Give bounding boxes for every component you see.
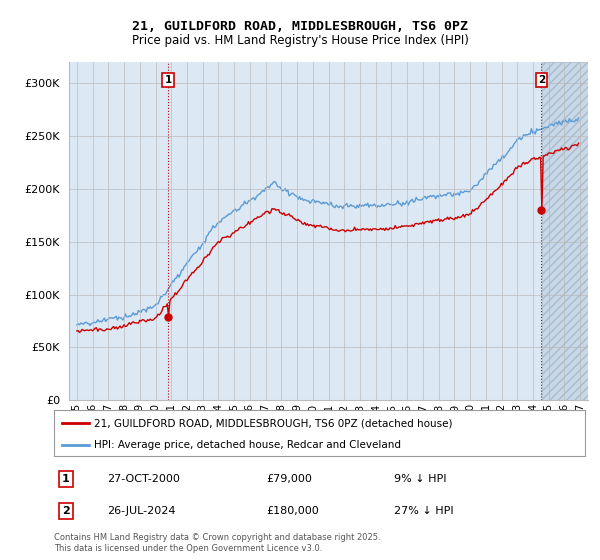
Text: 2: 2 (538, 75, 545, 85)
Text: £180,000: £180,000 (266, 506, 319, 516)
Text: 21, GUILDFORD ROAD, MIDDLESBROUGH, TS6 0PZ: 21, GUILDFORD ROAD, MIDDLESBROUGH, TS6 0… (132, 20, 468, 32)
Text: 1: 1 (62, 474, 70, 484)
Text: 27% ↓ HPI: 27% ↓ HPI (394, 506, 454, 516)
Text: Contains HM Land Registry data © Crown copyright and database right 2025.
This d: Contains HM Land Registry data © Crown c… (54, 533, 380, 553)
Text: 2: 2 (62, 506, 70, 516)
Text: 1: 1 (164, 75, 172, 85)
Text: £79,000: £79,000 (266, 474, 312, 484)
Text: 27-OCT-2000: 27-OCT-2000 (107, 474, 180, 484)
Text: 21, GUILDFORD ROAD, MIDDLESBROUGH, TS6 0PZ (detached house): 21, GUILDFORD ROAD, MIDDLESBROUGH, TS6 0… (94, 418, 452, 428)
Text: 9% ↓ HPI: 9% ↓ HPI (394, 474, 446, 484)
Text: Price paid vs. HM Land Registry's House Price Index (HPI): Price paid vs. HM Land Registry's House … (131, 34, 469, 46)
Text: HPI: Average price, detached house, Redcar and Cleveland: HPI: Average price, detached house, Redc… (94, 440, 401, 450)
Text: 26-JUL-2024: 26-JUL-2024 (107, 506, 176, 516)
Bar (542, 62, 588, 400)
